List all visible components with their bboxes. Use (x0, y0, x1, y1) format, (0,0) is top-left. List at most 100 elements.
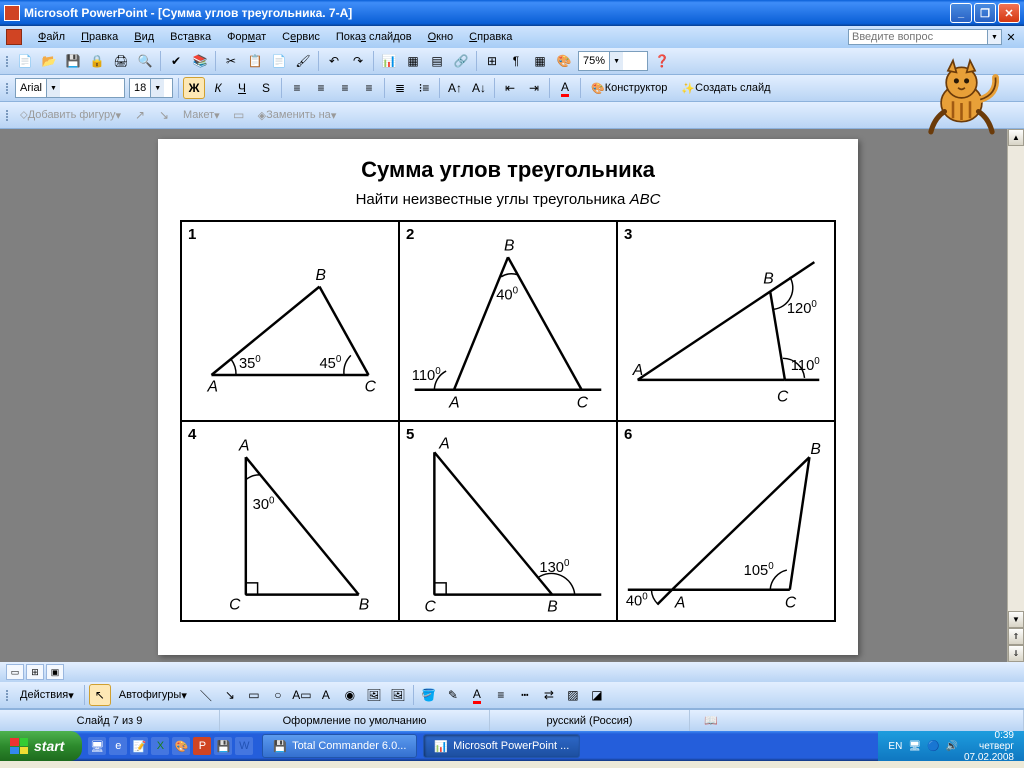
slideshow-view-button[interactable]: ▣ (46, 664, 64, 680)
menu-help[interactable]: Справка (461, 29, 520, 45)
menu-tools[interactable]: Сервис (274, 29, 328, 45)
minimize-button[interactable]: _ (950, 3, 972, 23)
justify-button[interactable]: ≡ (358, 77, 380, 99)
select-button[interactable]: ▭ (228, 104, 250, 126)
task-totalcommander[interactable]: 💾 Total Commander 6.0... (262, 734, 417, 758)
prev-slide-button[interactable]: ⇑ (1008, 628, 1024, 645)
task-powerpoint[interactable]: 📊 Microsoft PowerPoint ... (423, 734, 580, 758)
wordart-button[interactable]: A (315, 684, 337, 706)
help-search[interactable]: ▼ ✕ (848, 29, 1018, 45)
tray-icon-1[interactable]: 🖥 (908, 741, 921, 752)
align-center-button[interactable]: ≡ (310, 77, 332, 99)
oval-button[interactable]: ○ (267, 684, 289, 706)
actions-button[interactable]: Действия ▾ (13, 684, 81, 706)
redo-button[interactable]: ↷ (347, 50, 369, 72)
chart-button[interactable]: 📊 (378, 50, 400, 72)
research-button[interactable]: 📚 (189, 50, 211, 72)
table-button[interactable]: ▦ (402, 50, 424, 72)
font-name-combo[interactable]: Arial▼ (15, 78, 125, 98)
hyperlink-button[interactable]: 🔗 (450, 50, 472, 72)
tables-borders-button[interactable]: ▤ (426, 50, 448, 72)
bullets-button[interactable]: ⁝≡ (413, 77, 435, 99)
menu-slideshow[interactable]: Показ слайдов (328, 29, 420, 45)
rectangle-button[interactable]: ▭ (243, 684, 265, 706)
toolbar-grip[interactable] (4, 684, 10, 706)
ql-powerpoint-icon[interactable]: P (193, 737, 211, 755)
diagram-button[interactable]: ◉ (339, 684, 361, 706)
ql-ie-icon[interactable]: e (109, 737, 127, 755)
clipart-button[interactable]: 🖼 (363, 684, 385, 706)
scroll-up-button[interactable]: ▲ (1008, 129, 1024, 146)
menu-file[interactable]: Файл (30, 29, 73, 45)
slide-area[interactable]: Сумма углов треугольника Найти неизвестн… (9, 129, 1007, 662)
toolbar-grip[interactable] (4, 50, 10, 72)
tray-clock[interactable]: 0:39 четверг 07.02.2008 (964, 730, 1014, 763)
office-assistant-cat[interactable] (919, 52, 1004, 137)
ql-excel-icon[interactable]: X (151, 737, 169, 755)
lower-button[interactable]: ↘ (153, 104, 175, 126)
ql-totalcmd-icon[interactable]: 💾 (214, 737, 232, 755)
line-button[interactable]: ＼ (195, 684, 217, 706)
tray-lang[interactable]: EN (888, 741, 902, 752)
ql-desktop-icon[interactable]: 🖥 (88, 737, 106, 755)
zoom-combo[interactable]: 75%▼ (578, 51, 648, 71)
help-search-dropdown[interactable]: ▼ (988, 29, 1002, 45)
dash-style-button[interactable]: ┅ (514, 684, 536, 706)
preview-button[interactable]: 🔍 (134, 50, 156, 72)
autoshapes-button[interactable]: Автофигуры ▾ (112, 684, 194, 706)
italic-button[interactable]: К (207, 77, 229, 99)
replace-button[interactable]: ◈ Заменить на ▾ (251, 104, 344, 126)
status-spell-icon[interactable]: 📖 (690, 710, 1024, 731)
increase-indent-button[interactable]: ⇥ (523, 77, 545, 99)
layout-button[interactable]: Макет ▾ (176, 104, 227, 126)
next-slide-button[interactable]: ⇓ (1008, 645, 1024, 662)
bold-button[interactable]: Ж (183, 77, 205, 99)
print-button[interactable]: 🖨 (110, 50, 132, 72)
new-slide-button[interactable]: ✨ Создать слайд (674, 77, 777, 99)
cut-button[interactable]: ✂ (220, 50, 242, 72)
picture-button[interactable]: 🖼 (387, 684, 409, 706)
menu-view[interactable]: Вид (126, 29, 162, 45)
tray-icon-2[interactable]: 🔵 (927, 741, 939, 752)
font-size-combo[interactable]: 18▼ (129, 78, 173, 98)
increase-font-button[interactable]: A↑ (444, 77, 466, 99)
expand-button[interactable]: ⊞ (481, 50, 503, 72)
select-objects-button[interactable]: ↖ (89, 684, 111, 706)
shadow-button[interactable]: S (255, 77, 277, 99)
tray-icon-3[interactable]: 🔊 (945, 741, 957, 752)
fill-color-button[interactable]: 🪣 (418, 684, 440, 706)
help-search-input[interactable] (848, 29, 988, 45)
menu-edit[interactable]: Правка (73, 29, 126, 45)
format-painter-button[interactable]: 🖌 (292, 50, 314, 72)
new-button[interactable]: 📄 (14, 50, 36, 72)
undo-button[interactable]: ↶ (323, 50, 345, 72)
arrow-button[interactable]: ↘ (219, 684, 241, 706)
scroll-down-button[interactable]: ▼ (1008, 611, 1024, 628)
permission-button[interactable]: 🔒 (86, 50, 108, 72)
line-color-button[interactable]: ✎ (442, 684, 464, 706)
arrow-style-button[interactable]: ⇄ (538, 684, 560, 706)
sorter-view-button[interactable]: ⊞ (26, 664, 44, 680)
grid-button[interactable]: ▦ (529, 50, 551, 72)
ql-paint-icon[interactable]: 🎨 (172, 737, 190, 755)
copy-button[interactable]: 📋 (244, 50, 266, 72)
font-color-button-2[interactable]: A (466, 684, 488, 706)
decrease-font-button[interactable]: A↓ (468, 77, 490, 99)
color-button[interactable]: 🎨 (553, 50, 575, 72)
menu-insert[interactable]: Вставка (162, 29, 219, 45)
align-left-button[interactable]: ≡ (286, 77, 308, 99)
shadow-style-button[interactable]: ▨ (562, 684, 584, 706)
open-button[interactable]: 📂 (38, 50, 60, 72)
toolbar-grip[interactable] (4, 104, 10, 126)
spellcheck-button[interactable]: ✔ (165, 50, 187, 72)
underline-button[interactable]: Ч (231, 77, 253, 99)
normal-view-button[interactable]: ▭ (6, 664, 24, 680)
close-button[interactable]: ✕ (998, 3, 1020, 23)
start-button[interactable]: start (0, 731, 82, 761)
show-formatting-button[interactable]: ¶ (505, 50, 527, 72)
decrease-indent-button[interactable]: ⇤ (499, 77, 521, 99)
font-color-button[interactable]: A (554, 77, 576, 99)
save-button[interactable]: 💾 (62, 50, 84, 72)
align-right-button[interactable]: ≡ (334, 77, 356, 99)
raise-button[interactable]: ↗ (129, 104, 151, 126)
